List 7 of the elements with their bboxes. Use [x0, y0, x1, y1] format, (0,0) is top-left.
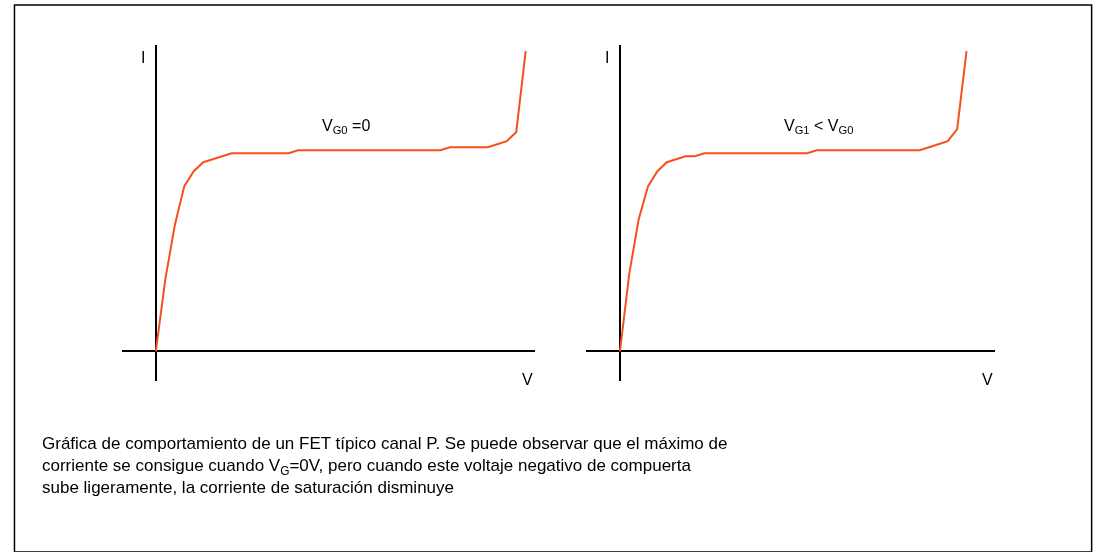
- x-axis-title: V: [982, 371, 993, 388]
- annotation: V$_{G0}$ =0: [322, 117, 371, 137]
- annotation: V$_{G1}$ < V$_{G0}$: [784, 117, 854, 137]
- y-axis-title: I: [141, 49, 146, 66]
- text: Gráfica de comportamiento de un FET típico canal P. Se puede observar que el máximo de corriente se consigue cuando V$_{G}$=0V, pero cuando este voltaje negativo de compuerta sube ligeramente, la corriente de saturación disminuye: [42, 434, 728, 498]
- y-axis-title: I: [605, 49, 610, 66]
- x-axis-title: V: [522, 371, 533, 388]
